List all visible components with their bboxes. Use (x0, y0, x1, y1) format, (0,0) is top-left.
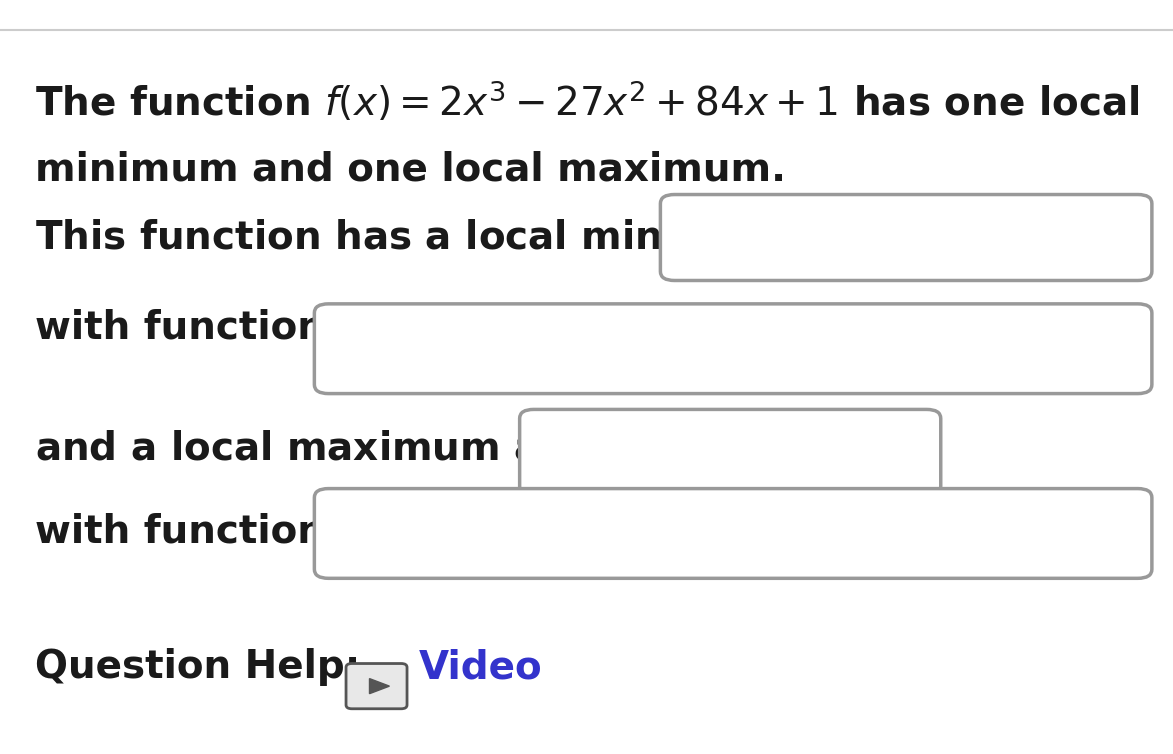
FancyBboxPatch shape (346, 664, 407, 709)
Text: and a local maximum at $x$ =: and a local maximum at $x$ = (35, 430, 639, 467)
Text: with function value: with function value (35, 513, 457, 550)
Polygon shape (369, 679, 389, 694)
Text: with function value: with function value (35, 309, 457, 347)
Text: The function $f(x) = 2x^3 - 27x^2 + 84x + 1$ has one local: The function $f(x) = 2x^3 - 27x^2 + 84x … (35, 79, 1140, 124)
FancyBboxPatch shape (660, 195, 1152, 280)
FancyBboxPatch shape (520, 409, 941, 495)
Text: Question Help:: Question Help: (35, 648, 360, 686)
FancyBboxPatch shape (314, 304, 1152, 394)
Text: This function has a local minimum at $x$ =: This function has a local minimum at $x$… (35, 219, 923, 256)
Text: Video: Video (419, 648, 542, 686)
Text: minimum and one local maximum.: minimum and one local maximum. (35, 151, 786, 188)
FancyBboxPatch shape (314, 489, 1152, 578)
